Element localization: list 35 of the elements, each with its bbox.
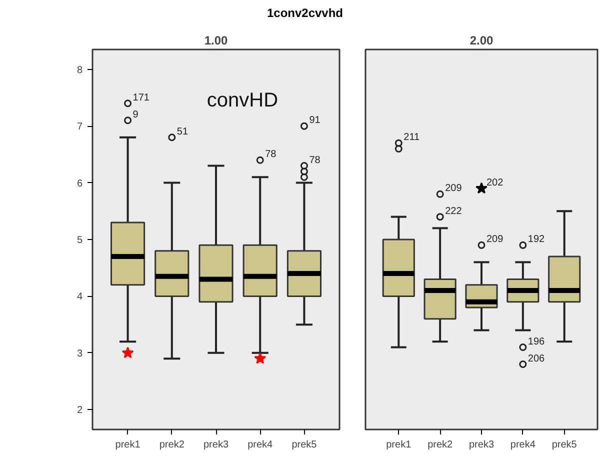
annotation: 9 bbox=[132, 109, 139, 120]
y-tick-label: 4 bbox=[76, 292, 83, 303]
annotation: 211 bbox=[404, 132, 420, 144]
annotation: 78 bbox=[265, 149, 277, 160]
annotation: 209 bbox=[445, 183, 462, 194]
y-tick-label: 3 bbox=[76, 348, 83, 360]
annotation: 222 bbox=[445, 206, 462, 217]
chart-subtitle: 2.00 bbox=[470, 34, 494, 48]
annotation: 196 bbox=[528, 336, 546, 348]
y-tick-label: 8 bbox=[76, 64, 83, 76]
y-tick-label: 2 bbox=[76, 405, 83, 416]
x-tick-label: prek2 bbox=[428, 440, 454, 450]
x-tick-label: prek3 bbox=[203, 440, 229, 450]
chart-title: 1conv2cvvhd bbox=[266, 5, 344, 22]
annotation: convHD bbox=[206, 90, 278, 112]
x-tick-label: prek3 bbox=[468, 440, 494, 450]
annotation: 202 bbox=[486, 177, 504, 188]
annotation: 91 bbox=[309, 115, 321, 126]
annotation: 206 bbox=[528, 353, 546, 364]
x-tick-label: prek4 bbox=[248, 440, 274, 450]
x-tick-label: prek5 bbox=[292, 440, 318, 450]
annotation: 209 bbox=[486, 234, 504, 246]
annotation: 192 bbox=[528, 234, 546, 246]
annotation: 51 bbox=[176, 126, 188, 138]
y-tick-label: 5 bbox=[76, 235, 83, 246]
chart-subtitle: 1.00 bbox=[204, 34, 228, 48]
x-tick-label: prek1 bbox=[386, 440, 412, 450]
y-tick-label: 6 bbox=[76, 178, 83, 190]
x-tick-label: prek4 bbox=[510, 440, 536, 450]
x-tick-label: prek1 bbox=[115, 440, 141, 450]
y-tick-label: 7 bbox=[76, 122, 83, 133]
x-tick-label: prek2 bbox=[159, 440, 185, 450]
annotation: 171 bbox=[132, 92, 150, 104]
annotation: 78 bbox=[309, 154, 321, 166]
x-tick-label: prek5 bbox=[552, 440, 578, 450]
